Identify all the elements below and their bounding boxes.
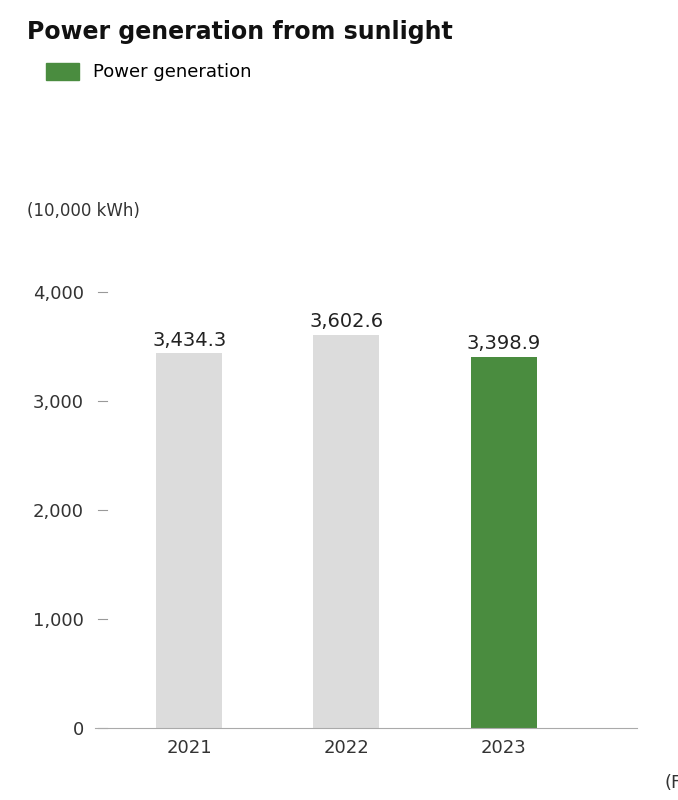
Bar xyxy=(471,358,537,728)
Text: Power generation from sunlight: Power generation from sunlight xyxy=(27,20,453,44)
Text: (10,000 kWh): (10,000 kWh) xyxy=(27,202,140,220)
Text: (FY): (FY) xyxy=(664,774,678,792)
Bar xyxy=(313,335,380,728)
Text: 3,434.3: 3,434.3 xyxy=(152,330,226,350)
Text: 3,398.9: 3,398.9 xyxy=(466,334,541,354)
Text: 3,602.6: 3,602.6 xyxy=(309,312,384,331)
Bar xyxy=(156,354,222,728)
Legend: Power generation: Power generation xyxy=(39,55,259,89)
